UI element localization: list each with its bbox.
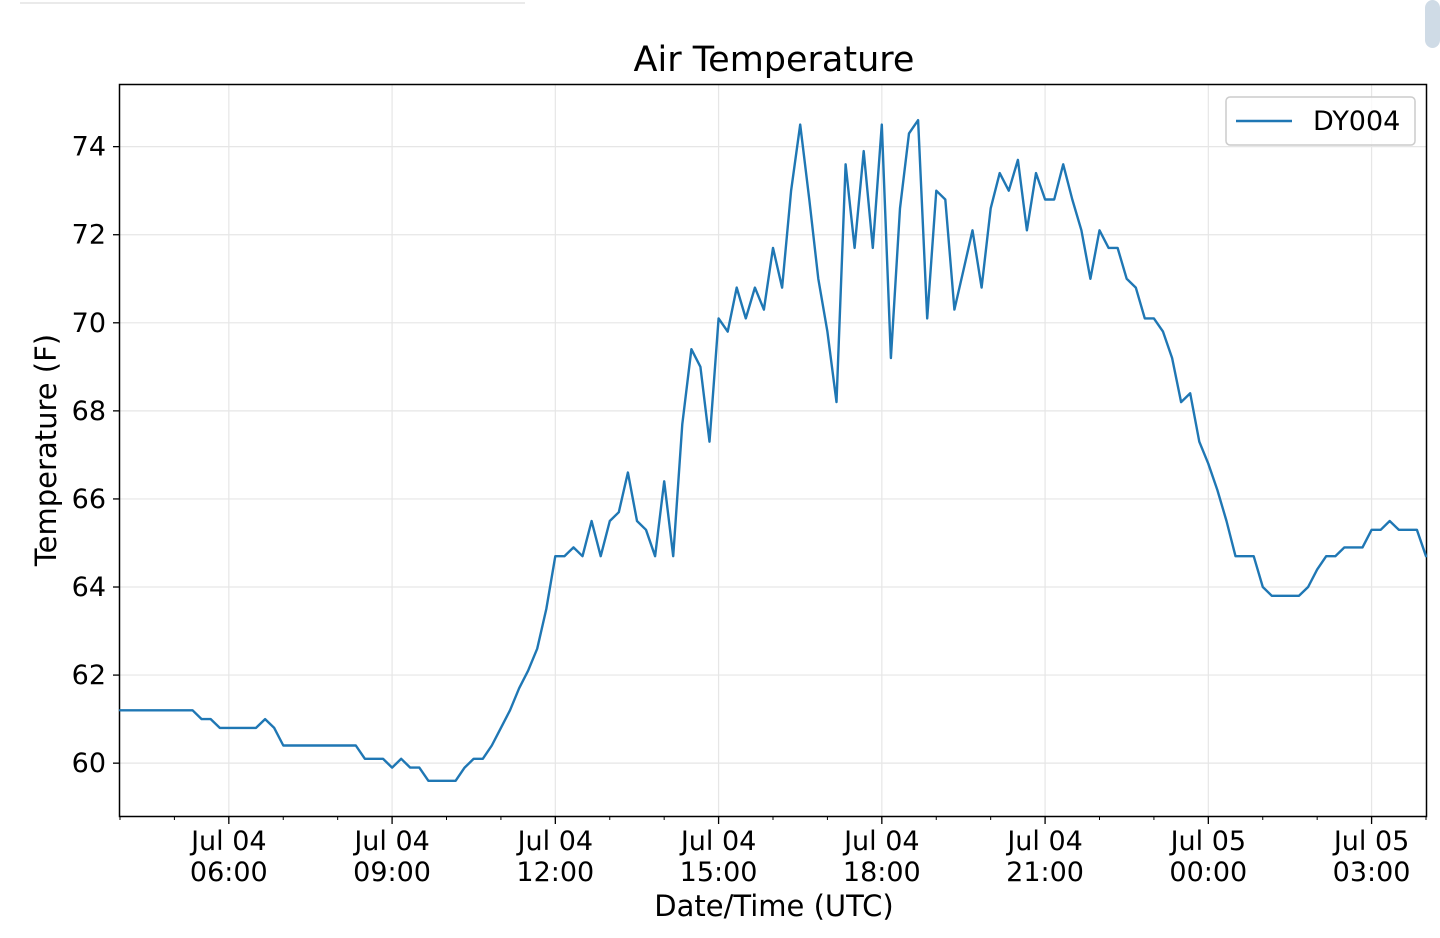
x-tick-label-time: 09:00 bbox=[353, 857, 431, 888]
x-axis-title: Date/Time (UTC) bbox=[654, 889, 893, 923]
y-tick-label: 72 bbox=[72, 220, 106, 251]
grid-lines bbox=[120, 85, 1426, 816]
x-tick-label-date: Jul 05 bbox=[1332, 826, 1410, 857]
scroll-handle[interactable] bbox=[1425, 0, 1440, 48]
x-tick-label-date: Jul 04 bbox=[679, 826, 757, 857]
x-tick-label-time: 00:00 bbox=[1169, 857, 1247, 888]
x-tick-label-time: 12:00 bbox=[516, 857, 594, 888]
plot-area-frame bbox=[118, 83, 1428, 818]
x-tick-label-date: Jul 04 bbox=[842, 826, 920, 857]
x-tick-label-time: 15:00 bbox=[680, 857, 758, 888]
y-tick-label: 66 bbox=[72, 484, 106, 515]
y-tick-label: 62 bbox=[72, 660, 106, 691]
x-tick-label-time: 03:00 bbox=[1333, 857, 1411, 888]
x-tick-label-date: Jul 04 bbox=[352, 826, 430, 857]
legend-box bbox=[1225, 96, 1416, 146]
x-tick-label-time: 06:00 bbox=[190, 857, 268, 888]
x-tick-label-time: 21:00 bbox=[1006, 857, 1084, 888]
x-tick-label-date: Jul 05 bbox=[1169, 826, 1247, 857]
y-axis-ticks: 60 62 64 66 68 70 72 74 bbox=[72, 132, 120, 779]
legend: DY004 bbox=[1225, 96, 1416, 146]
legend-label-dy004: DY004 bbox=[1313, 106, 1400, 137]
series-line-dy004 bbox=[118, 118, 1428, 782]
chart-title: Air Temperature bbox=[634, 40, 915, 80]
x-tick-label-time: 18:00 bbox=[843, 857, 921, 888]
y-tick-label: 68 bbox=[72, 396, 106, 427]
y-tick-label: 74 bbox=[72, 132, 106, 163]
y-tick-label: 64 bbox=[72, 572, 106, 603]
y-axis-title: Temperature (F) bbox=[29, 334, 63, 567]
series-layer bbox=[118, 118, 1428, 782]
y-tick-label: 60 bbox=[72, 748, 106, 779]
x-tick-label-date: Jul 04 bbox=[516, 826, 594, 857]
x-tick-label-date: Jul 04 bbox=[189, 826, 267, 857]
x-tick-label-date: Jul 04 bbox=[1005, 826, 1083, 857]
y-tick-label: 70 bbox=[72, 308, 106, 339]
